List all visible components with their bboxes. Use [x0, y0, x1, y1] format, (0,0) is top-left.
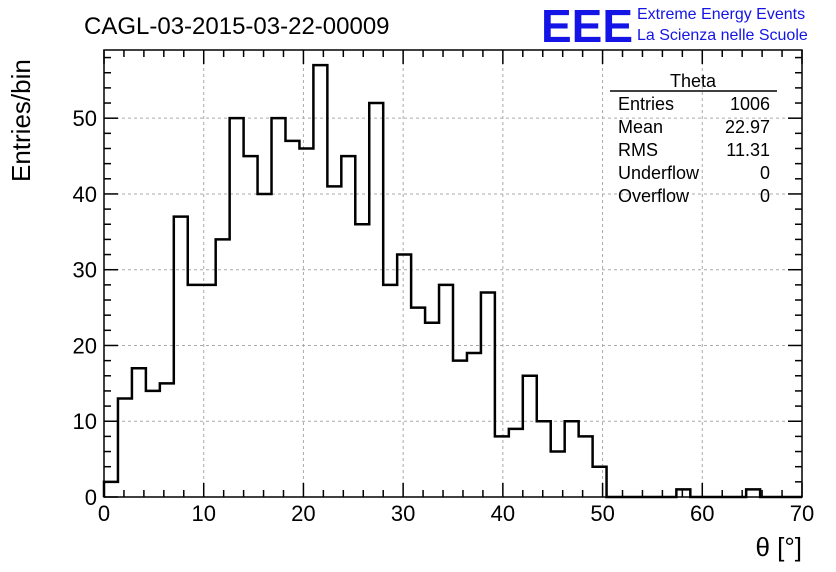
grid-lines	[104, 50, 802, 497]
chart-title: CAGL-03-2015-03-22-00009	[84, 13, 390, 40]
y-tick-label: 50	[73, 106, 97, 131]
y-tick-label: 30	[73, 258, 97, 283]
x-tick-label: 60	[690, 501, 714, 526]
stats-label: Overflow	[618, 186, 690, 206]
plot-frame	[103, 49, 803, 498]
x-tick-labels: 0 10 20 30 40 50 60 70	[98, 501, 814, 526]
eee-logo: EEE Extreme Energy Events La Scienza nel…	[541, 0, 808, 52]
stats-value: 22.97	[725, 117, 770, 137]
x-tick-label: 40	[491, 501, 515, 526]
logo-line-2: La Scienza nelle Scuole	[637, 27, 808, 44]
x-tick-label: 10	[191, 501, 215, 526]
x-tick-label: 30	[391, 501, 415, 526]
stats-value: 11.31	[726, 140, 770, 160]
x-tick-label: 70	[790, 501, 814, 526]
stats-label: Entries	[618, 94, 674, 114]
logo-line-1: Extreme Energy Events	[637, 6, 805, 23]
y-tick-label: 0	[85, 485, 97, 510]
x-tick-label: 50	[590, 501, 614, 526]
y-axis-title: Entries/bin	[6, 59, 36, 182]
x-axis-title: θ [°]	[755, 532, 802, 562]
axis-ticks	[103, 50, 803, 498]
stats-title: Theta	[670, 71, 717, 91]
stats-box: Theta Entries 1006 Mean 22.97 RMS 11.31 Underf…	[610, 71, 777, 206]
x-tick-label: 20	[291, 501, 315, 526]
y-tick-label: 40	[73, 182, 97, 207]
stats-rows: Entries 1006 Mean 22.97 RMS 11.31 Underflow 0 Ov…	[618, 94, 770, 206]
stats-label: Mean	[618, 117, 663, 137]
stats-value: 0	[760, 163, 770, 183]
stats-value: 0	[760, 186, 770, 206]
stats-label: RMS	[618, 140, 658, 160]
y-tick-labels: 0 10 20 30 40 50	[73, 106, 97, 510]
stats-value: 1006	[730, 94, 770, 114]
y-tick-label: 20	[73, 333, 97, 358]
histogram-series	[102, 63, 802, 499]
x-tick-label: 0	[98, 501, 110, 526]
eee-logo-mark: EEE	[541, 0, 633, 52]
stats-label: Underflow	[618, 163, 700, 183]
y-tick-label: 10	[73, 409, 97, 434]
